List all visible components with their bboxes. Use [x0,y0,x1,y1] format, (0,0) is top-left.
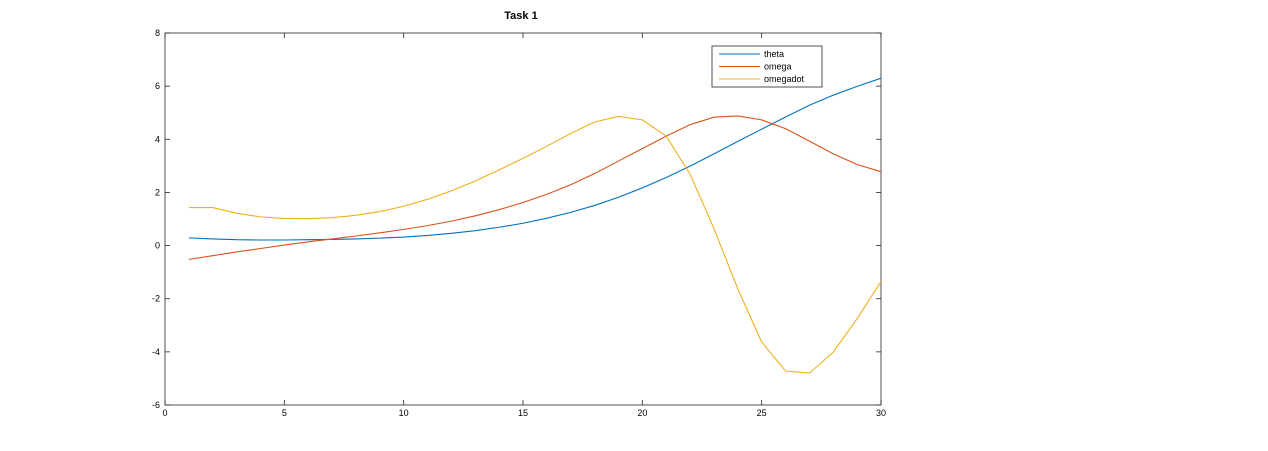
x-tick-label: 30 [876,408,886,418]
chart-title: Task 1 [504,10,537,22]
legend: theta omega omegadot [711,45,823,88]
series-line-omegadot [188,115,882,374]
x-tick-label: 15 [518,408,528,418]
y-tick-label: 2 [155,187,160,197]
y-axis: -6 -4 -2 0 2 4 6 8 [152,28,881,410]
series-line-theta [188,77,882,241]
legend-label-theta: theta [764,49,784,59]
series-line-omega [188,115,882,260]
legend-label-omega: omega [764,62,792,72]
y-tick-label: -2 [152,294,160,304]
legend-label-omegadot: omegadot [764,74,805,84]
y-tick-label: -4 [152,347,160,357]
series-lines [188,77,882,374]
x-tick-label: 25 [757,408,767,418]
y-tick-label: -6 [152,400,160,410]
plot-area [164,32,882,406]
y-tick-label: 4 [155,134,160,144]
y-tick-label: 8 [155,28,160,38]
x-tick-label: 0 [162,408,167,418]
x-tick-label: 10 [399,408,409,418]
x-tick-label: 5 [282,408,287,418]
x-tick-label: 20 [637,408,647,418]
y-tick-label: 0 [155,241,160,251]
axes-box [164,32,882,406]
y-tick-label: 6 [155,81,160,91]
x-axis: 0 5 10 15 20 25 30 [162,33,886,418]
